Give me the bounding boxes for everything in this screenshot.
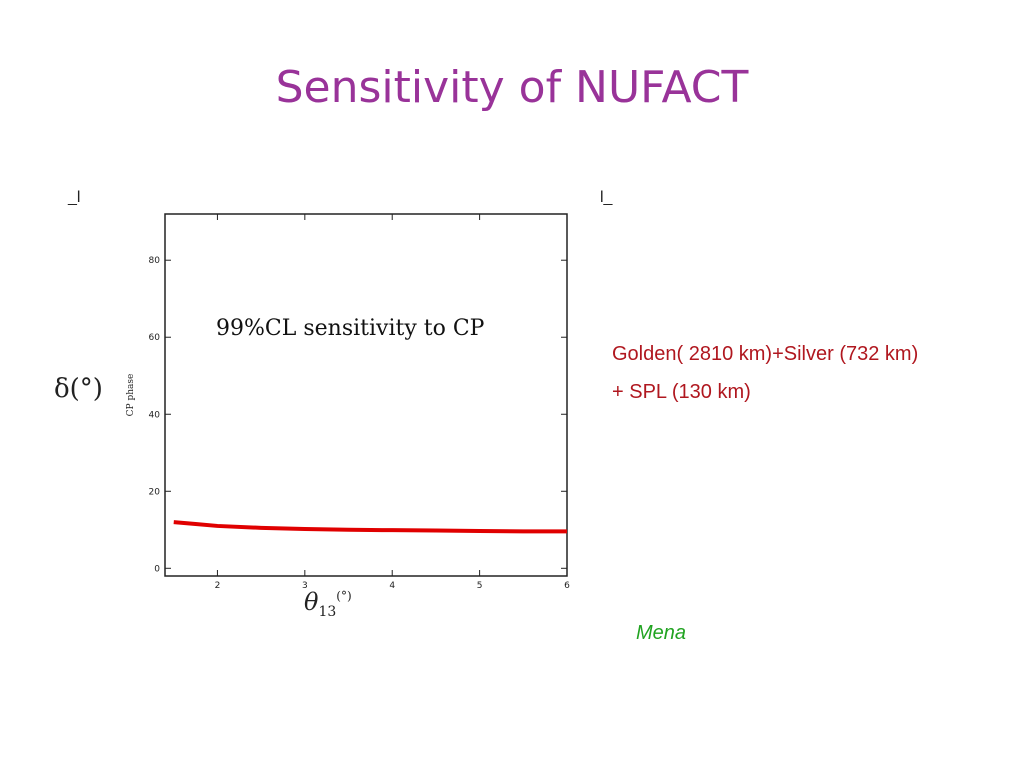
corner-mark-right: l_ <box>600 189 613 206</box>
legend-line-2: + SPL (130 km) <box>612 381 751 403</box>
chart-annotation: 99%CL sensitivity to CP <box>216 316 485 341</box>
x-tick-label: 5 <box>477 581 483 591</box>
x-axis-ticks: 2 3 4 5 6 <box>215 214 570 591</box>
author-credit: Mena <box>636 622 687 644</box>
y-tick-label: 40 <box>149 410 161 420</box>
y-axis-ticks: 0 20 40 60 80 <box>149 256 567 574</box>
y-tick-label: 0 <box>154 564 160 574</box>
y-tick-label: 20 <box>149 487 161 497</box>
y-tick-label: 60 <box>149 333 161 343</box>
series-group <box>173 520 567 534</box>
legend-line-1: Golden( 2810 km)+Silver (732 km) <box>612 343 919 365</box>
y-tick-label: 80 <box>149 256 161 266</box>
x-axis-unit: (°) <box>336 589 352 603</box>
slide-title: Sensitivity of NUFACT <box>275 62 749 113</box>
y-axis-label-small: CP phase <box>126 374 136 417</box>
y-axis-label: δ(°) <box>54 374 103 404</box>
x-tick-label: 2 <box>215 581 221 591</box>
series-line <box>173 520 567 534</box>
x-tick-label: 6 <box>564 581 570 591</box>
x-tick-label: 4 <box>389 581 395 591</box>
x-tick-label: 3 <box>302 581 308 591</box>
x-axis-subscript: 13 <box>318 603 337 620</box>
x-axis-symbol: θ <box>304 588 319 616</box>
plot-frame <box>164 213 568 577</box>
x-axis-label: θ13(°) <box>304 590 352 619</box>
corner-mark-left: _l <box>68 189 81 206</box>
